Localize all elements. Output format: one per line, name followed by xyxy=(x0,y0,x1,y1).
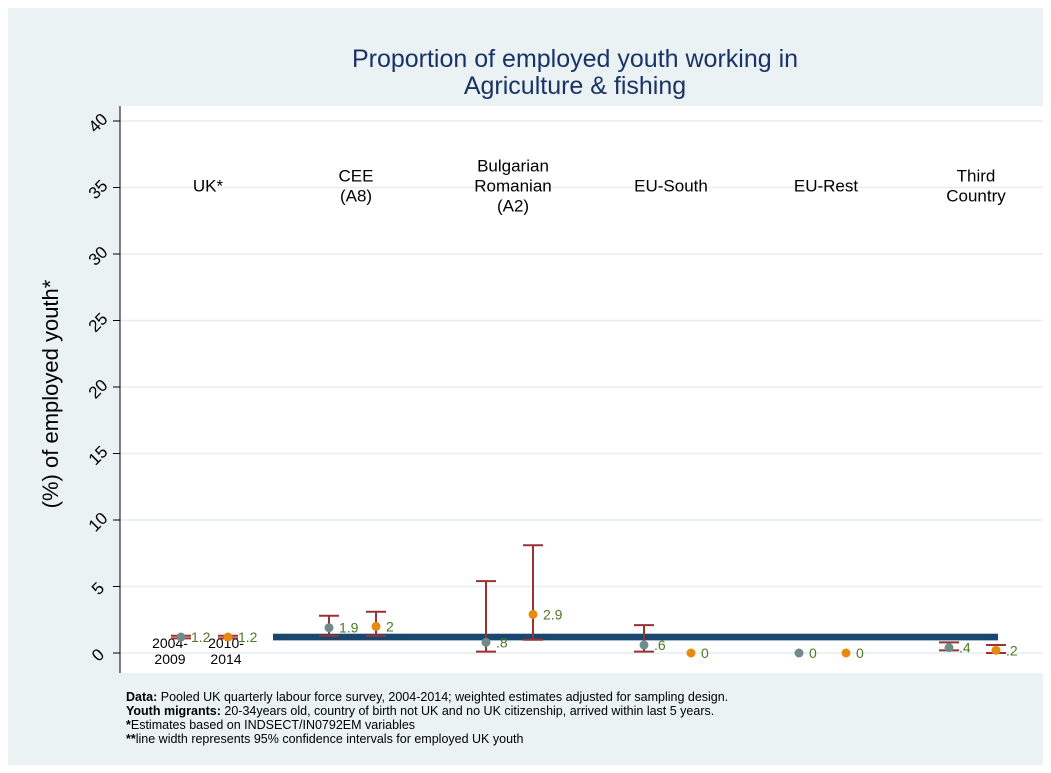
data-point-7 xyxy=(686,648,696,658)
note-estimates: *Estimates based on INDSECT/IN0792EM var… xyxy=(126,718,416,732)
group-label-1-line-0: CEE xyxy=(339,167,374,186)
chart-frame: Proportion of employed youth working in … xyxy=(8,8,1043,765)
data-point-6 xyxy=(639,640,649,650)
uk-band-rect xyxy=(273,633,998,641)
data-point-2 xyxy=(324,623,334,633)
gridlines xyxy=(120,120,1043,654)
data-point-5 xyxy=(528,609,538,619)
data-point-10 xyxy=(944,643,954,653)
data-point-4 xyxy=(481,637,491,647)
group-label-5-line-1: Country xyxy=(946,187,1006,206)
group-label-2-line-1: Romanian xyxy=(474,177,552,196)
y-tick-label-15: 15 xyxy=(85,442,112,469)
y-tick-label-25: 25 xyxy=(85,309,112,336)
y-tick-label-0: 0 xyxy=(88,645,108,665)
note-data: Data: Pooled UK quarterly labour force s… xyxy=(126,690,729,704)
note-youth-migrants: Youth migrants: 20-34years old, country … xyxy=(126,704,715,718)
data-point-8 xyxy=(794,648,804,658)
chart-title-line-2: Agriculture & fishing xyxy=(464,72,686,100)
data-point-1 xyxy=(223,632,233,642)
value-label-5: 2.9 xyxy=(543,606,563,622)
y-tick-label-35: 35 xyxy=(85,176,112,203)
uk-ci-band xyxy=(273,633,998,641)
value-label-9: 0 xyxy=(856,645,864,661)
group-label-5-line-0: Third xyxy=(957,167,996,186)
value-label-10: .4 xyxy=(959,640,971,656)
value-label-11: .2 xyxy=(1006,642,1018,658)
chart-title-line-1: Proportion of employed youth working in xyxy=(352,45,798,73)
period-label-1-line-1: 2014 xyxy=(210,651,241,667)
y-tick-label-30: 30 xyxy=(85,243,112,270)
y-tick-label-20: 20 xyxy=(85,376,112,403)
note-line-width: **line width represents 95% confidence i… xyxy=(126,732,524,746)
y-tick-label-40: 40 xyxy=(85,110,112,137)
data-point-0 xyxy=(176,632,186,642)
group-label-2-line-2: (A2) xyxy=(497,197,529,216)
value-label-0: 1.2 xyxy=(191,629,211,645)
group-label-2-line-0: Bulgarian xyxy=(477,157,549,176)
value-label-2: 1.9 xyxy=(339,620,359,636)
y-axis-label: (%) of employed youth* xyxy=(38,279,63,508)
data-point-3 xyxy=(371,621,381,631)
y-axis-ticks: 0 5 10 15 20 25 30 35 40 xyxy=(85,110,120,665)
value-label-8: 0 xyxy=(809,645,817,661)
data-point-11 xyxy=(991,645,1001,655)
chart-svg: Proportion of employed youth working in … xyxy=(38,45,1043,673)
data-point-9 xyxy=(841,648,851,658)
value-label-6: .6 xyxy=(654,637,666,653)
value-label-3: 2 xyxy=(386,618,394,634)
period-label-0-line-1: 2009 xyxy=(154,651,185,667)
ci-bar-5 xyxy=(523,544,543,641)
chart-notes: Data: Pooled UK quarterly labour force s… xyxy=(126,690,728,746)
y-tick-label-5: 5 xyxy=(88,579,108,599)
group-label-3-line-0: EU-South xyxy=(634,177,708,196)
data-points xyxy=(176,609,1001,658)
group-label-4-line-0: EU-Rest xyxy=(794,177,859,196)
plot-area xyxy=(120,106,1043,673)
value-labels: 1.2 1.2 1.9 2 .8 2.9 .6 0 0 0 .4 .2 xyxy=(191,606,1018,661)
y-tick-label-10: 10 xyxy=(85,509,112,536)
group-label-1-line-1: (A8) xyxy=(340,187,372,206)
value-label-7: 0 xyxy=(701,645,709,661)
group-label-0-line-0: UK* xyxy=(193,177,224,196)
value-label-1: 1.2 xyxy=(238,629,258,645)
value-label-4: .8 xyxy=(496,634,508,650)
